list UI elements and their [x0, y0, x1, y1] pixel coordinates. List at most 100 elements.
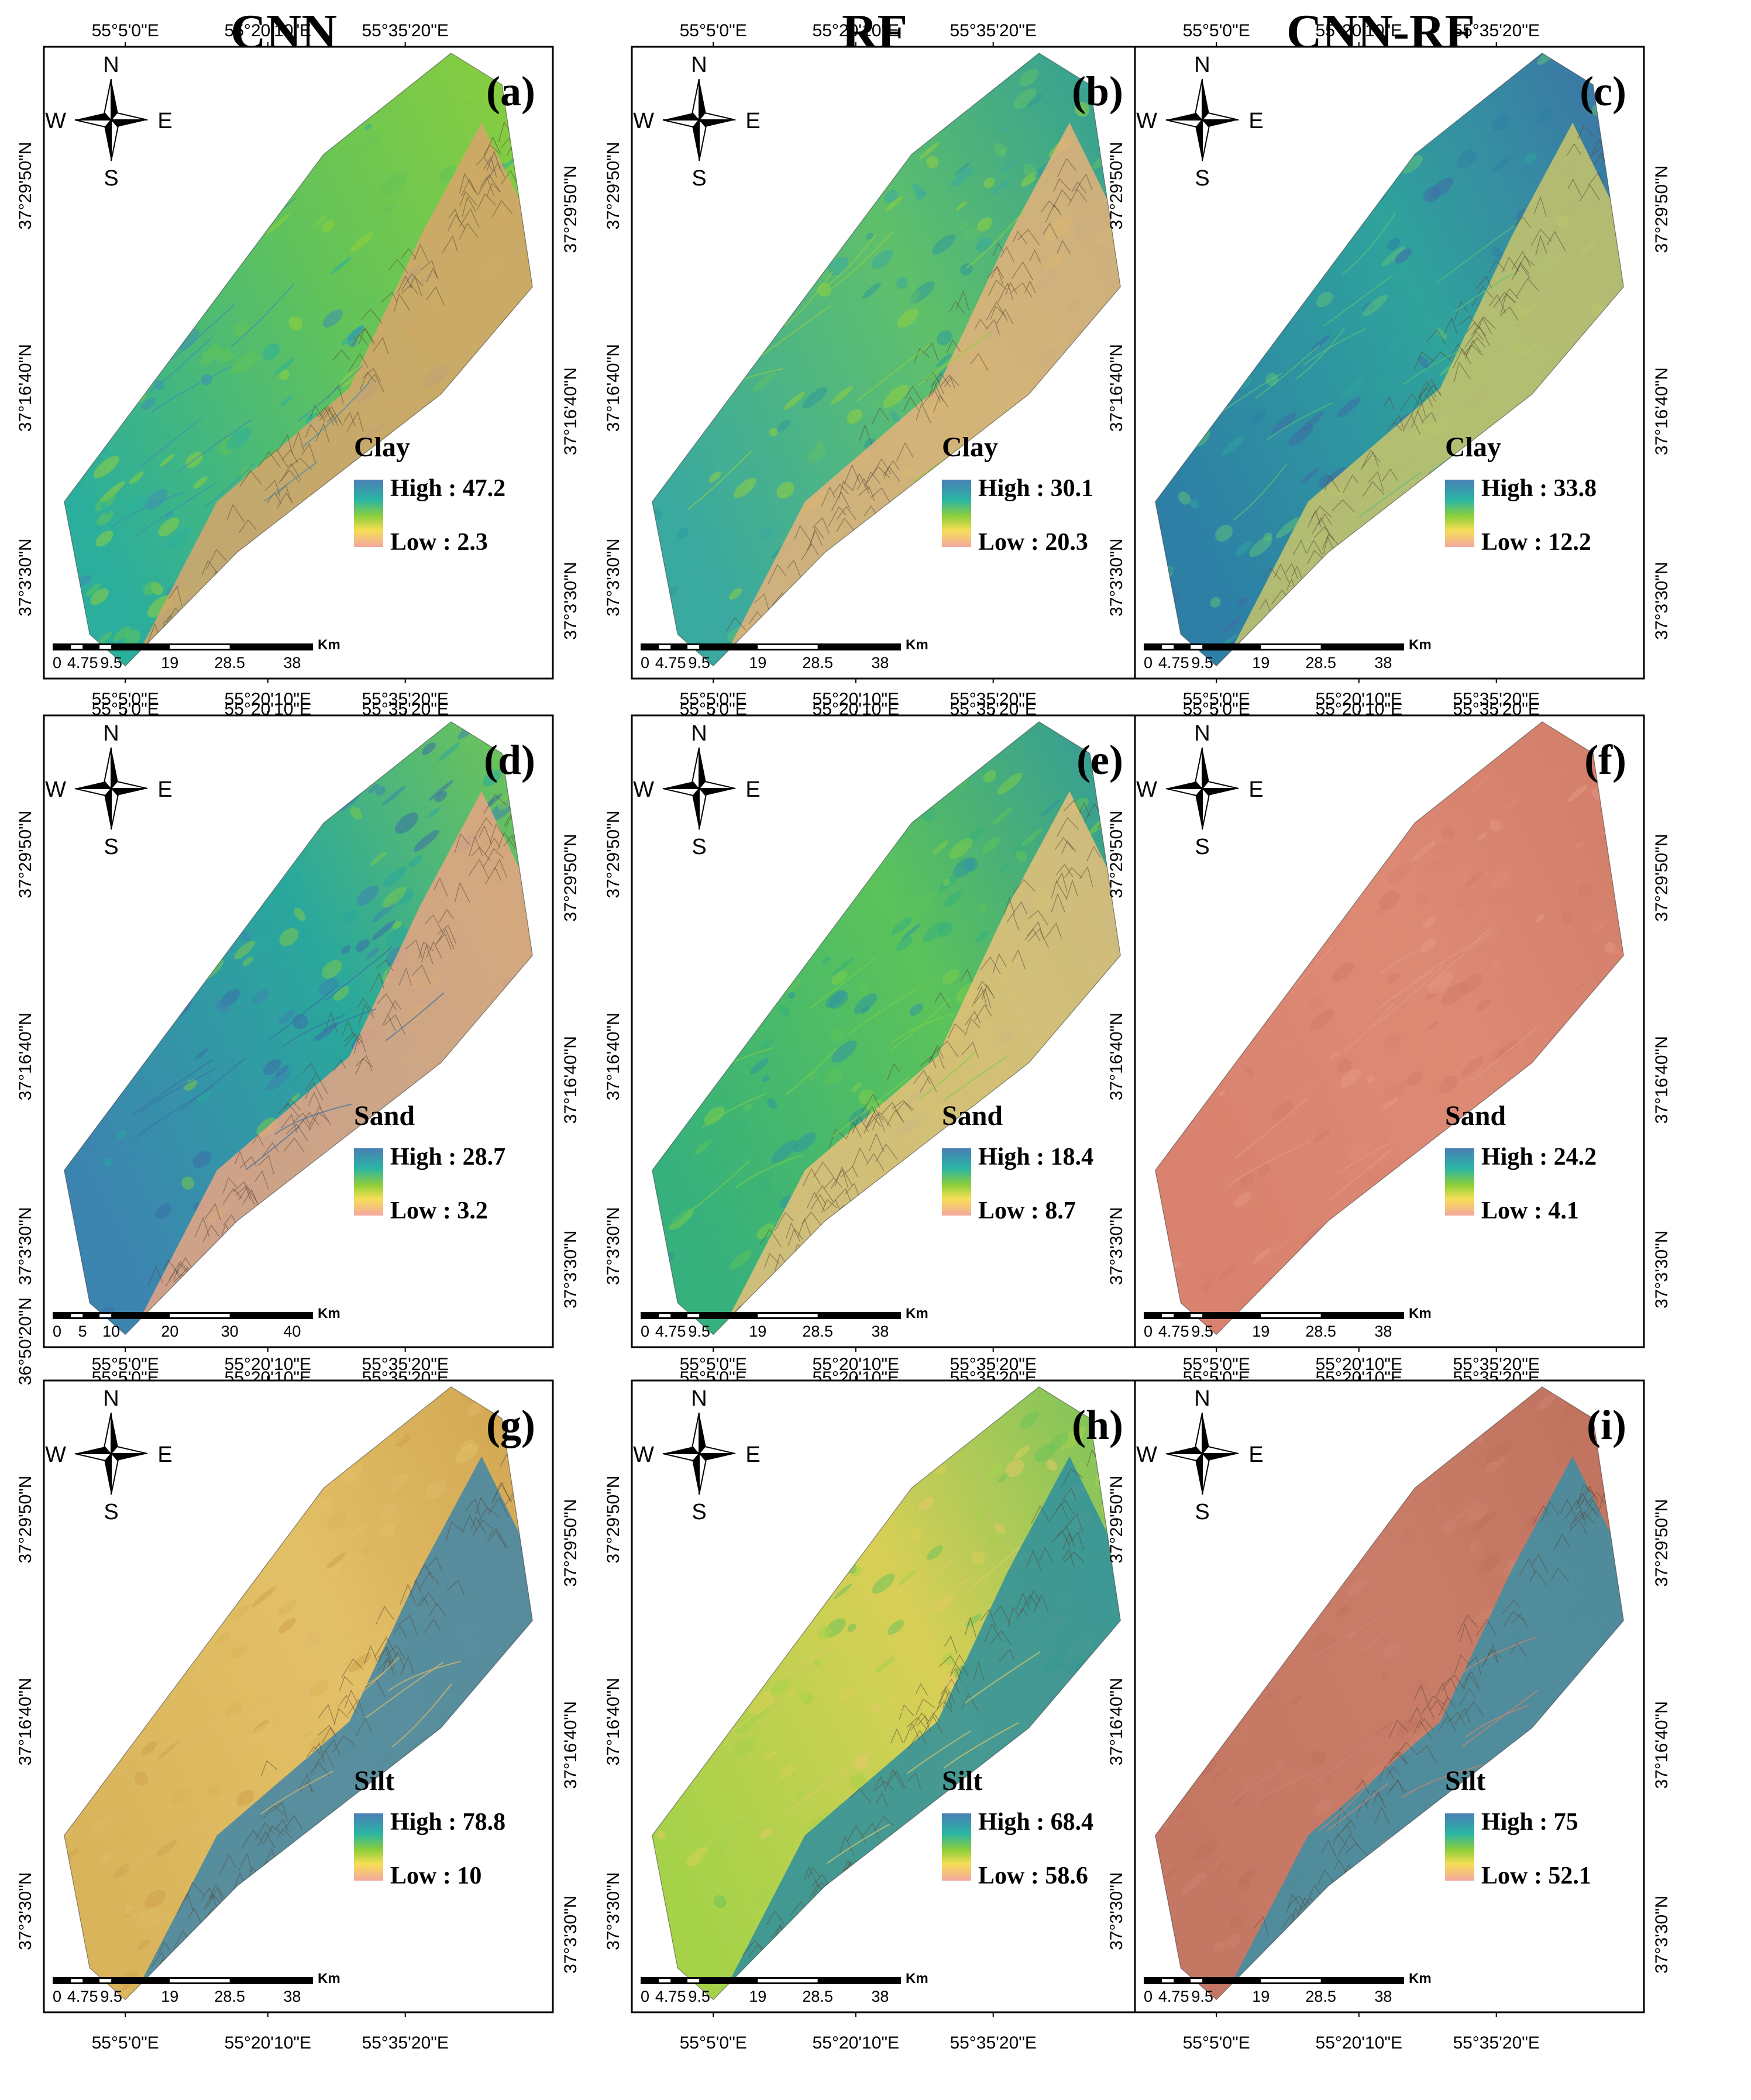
longitude-label: 55°35'20"E — [950, 1355, 1037, 1374]
map-svg: 55°5'0"E 55°5'0"E 55°20'10"E 55°20'10"E 55°3… — [604, 21, 1168, 719]
latitude-label: 37°29'50"N — [1652, 834, 1671, 922]
longitude-label: 55°35'20"E — [362, 21, 449, 40]
latitude-label: 37°3'30"N — [1652, 1230, 1671, 1308]
scale-tick-label: 38 — [1374, 1323, 1392, 1340]
map-panel-c: 55°5'0"E 55°5'0"E 55°20'10"E 55°20'10"E 55°3… — [1091, 0, 1676, 719]
compass-letter: N — [1194, 1386, 1210, 1411]
scale-bar: 0 4.75 9.5 19 28.5 38 Km — [641, 637, 928, 672]
compass-letter: N — [691, 1386, 707, 1411]
latitude-label: 37°29'50"N — [561, 834, 580, 922]
latitude-label: 37°29'50"N — [604, 142, 623, 230]
scale-tick-label: 9.5 — [100, 654, 122, 672]
scale-bar: 0 4.75 9.5 19 28.5 38 Km — [1144, 637, 1432, 672]
legend-low-label: Low : 2.3 — [390, 529, 488, 556]
legend-title: Clay — [354, 432, 410, 463]
latitude-label: 37°3'30"N — [604, 1207, 623, 1285]
compass-letter: N — [103, 1386, 119, 1411]
latitude-label: 37°3'30"N — [561, 562, 580, 639]
scale-tick-label: 40 — [283, 1323, 301, 1340]
scale-tick-label: 19 — [749, 1988, 766, 2005]
legend-low-label: Low : 58.6 — [978, 1863, 1088, 1889]
latitude-label: 37°16'40"N — [561, 367, 580, 455]
scale-tick-label: 0 — [641, 1323, 649, 1340]
scale-tick-label: 5 — [78, 1323, 87, 1340]
latitude-label: 37°29'50"N — [561, 1499, 580, 1587]
map-panel-f: 55°5'0"E 55°5'0"E 55°20'10"E 55°20'10"E 55°3… — [1091, 669, 1676, 1388]
scale-tick-label: 0 — [1144, 1988, 1153, 2005]
longitude-label: 55°5'0"E — [1183, 2033, 1250, 2053]
legend-high-label: High : 68.4 — [978, 1809, 1093, 1836]
compass-letter: W — [633, 777, 654, 802]
longitude-label: 55°35'20"E — [1453, 2033, 1540, 2053]
latitude-label: 37°29'50"N — [16, 1476, 35, 1564]
legend-color-ramp — [354, 1148, 383, 1216]
scale-unit-label: Km — [318, 1971, 340, 1987]
longitude-label: 55°5'0"E — [1183, 1355, 1250, 1374]
compass-letter: E — [157, 777, 172, 802]
scale-tick-label: 38 — [283, 1988, 301, 2005]
scale-tick-label: 20 — [161, 1323, 178, 1340]
longitude-label: 55°5'0"E — [92, 690, 159, 709]
longitude-label: 55°20'10"E — [1316, 1355, 1403, 1374]
compass-letter: E — [745, 109, 760, 133]
legend-color-ramp — [354, 1813, 383, 1881]
scale-tick-label: 9.5 — [1191, 1323, 1213, 1340]
scale-tick-label: 4.75 — [67, 654, 98, 672]
latitude-label: 37°3'30"N — [561, 1895, 580, 1973]
scale-tick-label: 38 — [1374, 1988, 1392, 2005]
map-panel-a: 55°5'0"E 55°5'0"E 55°20'10"E 55°20'10"E 55°3… — [0, 0, 585, 719]
north-arrow-icon: N S W E — [1136, 1386, 1264, 1524]
longitude-label: 55°35'20"E — [1453, 21, 1540, 40]
scale-unit-label: Km — [1409, 1971, 1432, 1987]
longitude-label: 55°20'10"E — [1316, 690, 1403, 709]
scale-tick-label: 0 — [1144, 654, 1153, 672]
scale-tick-label: 4.75 — [1158, 654, 1189, 672]
longitude-label: 55°35'20"E — [1453, 1355, 1540, 1374]
compass-letter: E — [1248, 777, 1263, 802]
compass-letter: E — [157, 109, 172, 133]
scale-tick-label: 19 — [1252, 654, 1270, 672]
compass-letter: W — [1136, 1443, 1157, 1467]
north-arrow-icon: N S W E — [45, 1386, 173, 1524]
legend-high-label: High : 47.2 — [390, 475, 505, 502]
latitude-label: 37°29'50"N — [1107, 142, 1126, 230]
longitude-label: 55°20'10"E — [813, 2033, 900, 2053]
north-arrow-icon: N S W E — [633, 1386, 761, 1524]
legend-high-label: High : 28.7 — [390, 1144, 505, 1171]
scale-bar: 0 4.75 9.5 19 28.5 38 Km — [1144, 1971, 1432, 2005]
compass-letter: W — [45, 109, 66, 133]
longitude-label: 55°20'10"E — [1316, 2033, 1403, 2053]
compass-letter: S — [1195, 835, 1209, 859]
scale-tick-label: 9.5 — [688, 654, 710, 672]
compass-letter: S — [692, 1500, 706, 1524]
scale-tick-label: 38 — [871, 1988, 889, 2005]
longitude-label: 55°35'20"E — [950, 690, 1037, 709]
latitude-label: 37°29'50"N — [16, 811, 35, 898]
scale-tick-label: 9.5 — [688, 1988, 710, 2005]
scale-tick-label: 0 — [641, 1988, 649, 2005]
longitude-label: 55°5'0"E — [680, 2033, 747, 2053]
compass-letter: S — [1195, 166, 1209, 191]
scale-bar: 0 4.75 9.5 19 28.5 38 Km — [1144, 1306, 1432, 1340]
scale-unit-label: Km — [1409, 637, 1432, 653]
scale-tick-label: 38 — [871, 1323, 889, 1340]
longitude-label: 55°20'10"E — [225, 690, 312, 709]
legend-high-label: High : 30.1 — [978, 475, 1093, 502]
legend-title: Sand — [354, 1100, 415, 1131]
legend-title: Clay — [942, 432, 998, 463]
legend-color-ramp — [942, 1148, 971, 1216]
legend-high-label: High : 24.2 — [1481, 1144, 1597, 1171]
latitude-label: 37°16'40"N — [604, 344, 623, 432]
longitude-label: 55°5'0"E — [680, 21, 747, 40]
legend-title: Silt — [1445, 1765, 1485, 1796]
compass-letter: E — [157, 1443, 172, 1467]
scale-tick-label: 19 — [1252, 1323, 1270, 1340]
latitude-label: 37°16'40"N — [1107, 1013, 1126, 1100]
scale-tick-label: 38 — [1374, 654, 1392, 672]
compass-letter: E — [745, 777, 760, 802]
panel-letter: (i) — [1587, 1402, 1626, 1448]
longitude-label: 55°20'10"E — [813, 1355, 900, 1374]
compass-letter: W — [45, 777, 66, 802]
latitude-label: 37°29'50"N — [604, 811, 623, 898]
longitude-label: 55°5'0"E — [680, 1355, 747, 1374]
